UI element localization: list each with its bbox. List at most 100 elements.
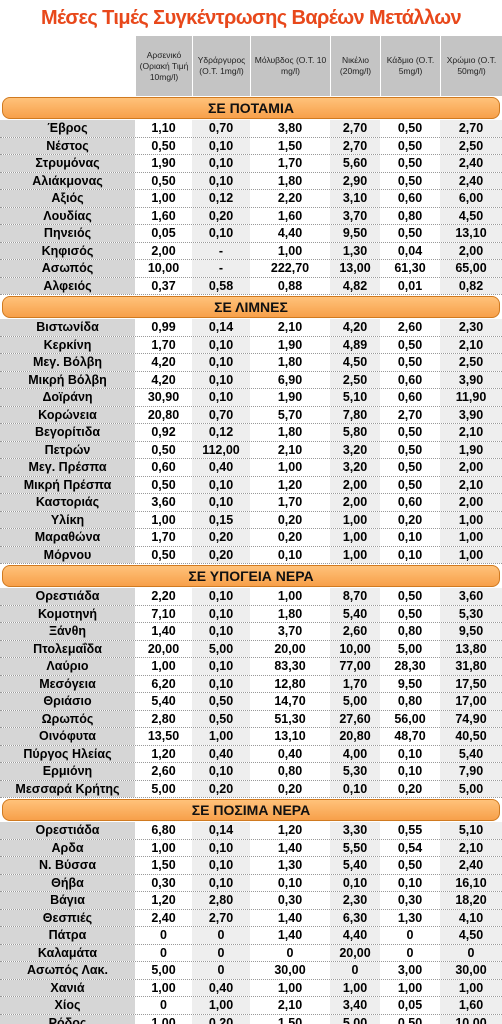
value-cell: 4,50 (330, 354, 380, 371)
location-cell: Πτολεμαΐδα (0, 640, 135, 657)
value-cell: 0,50 (397, 425, 423, 439)
value-cell: 0,05 (397, 998, 423, 1012)
value-cell: 1,00 (440, 979, 502, 996)
table-row: Βιστωνίδα 0,99 0,14 2,10 4,20 2,60 2,30 (0, 319, 502, 337)
value-cell: 0,10 (192, 588, 250, 605)
value-cell: 0 (192, 962, 250, 979)
value-cell: 27,60 (330, 710, 380, 727)
value-cell: 40,50 (440, 728, 502, 745)
value-cell: 0,60 (397, 191, 423, 205)
corner (0, 36, 135, 96)
header-row: Αρσενικό (Οριακή Τιμή 10mg/l) Υδράργυρος … (0, 36, 502, 96)
column-header: Κάδμιο (Ο.Τ. 5mg/l) (380, 36, 440, 96)
value-cell: 6,80 (151, 823, 176, 837)
value-cell: 4,82 (330, 277, 380, 294)
value-cell: 4,20 (330, 319, 380, 336)
value-cell: 2,00 (440, 494, 502, 511)
location-cell: Καστοριάς (0, 494, 135, 511)
value-cell: 3,80 (277, 121, 303, 135)
value-cell: 1,70 (277, 495, 303, 509)
value-cell: 5,50 (330, 839, 380, 856)
value-cell: 13,10 (274, 729, 306, 743)
value-cell: 0,40 (192, 745, 250, 762)
value-cell: 0,30 (277, 893, 303, 907)
value-cell: 20,00 (274, 641, 306, 656)
value-cell: 0,10 (192, 874, 250, 891)
value-cell: 1,80 (277, 606, 303, 621)
value-cell: 0,12 (192, 424, 250, 441)
value-cell: 4,00 (330, 745, 380, 762)
value-cell: 2,50 (330, 371, 380, 388)
value-cell: 1,00 (151, 1015, 176, 1024)
value-cell: 0,20 (277, 781, 303, 796)
section-header: ΣΕ ΛΙΜΝΕΣ (2, 296, 500, 318)
value-cell: 0,50 (397, 355, 423, 369)
location-cell: Ξάνθη (0, 623, 135, 640)
value-cell: 8,70 (330, 588, 380, 605)
value-cell: 0,40 (192, 979, 250, 996)
table-row: Δοϊράνη 30,90 0,10 1,90 5,10 0,60 11,90 (0, 389, 502, 407)
value-cell: 13,10 (440, 225, 502, 242)
value-cell: 2,30 (330, 892, 380, 909)
table-row: Λουδίας 1,60 0,20 1,60 3,70 0,80 4,50 (0, 207, 502, 225)
value-cell: 0,80 (397, 208, 423, 223)
value-cell: 0,10 (397, 875, 423, 890)
value-cell: 10,00 (440, 1014, 502, 1024)
value-cell: 1,00 (277, 980, 303, 995)
value-cell: 0,10 (192, 605, 250, 622)
column-header: Υδράργυρος (Ο.Τ. 1mg/l) (192, 36, 250, 96)
value-cell: 0,50 (397, 156, 423, 170)
location-cell: Στρυμόνας (0, 155, 135, 172)
value-cell: 74,90 (440, 710, 502, 727)
location-cell: Βεγορίτιδα (0, 424, 135, 441)
value-cell: 61,30 (394, 261, 426, 275)
value-cell: 28,30 (394, 659, 426, 673)
table-row: Χανιά 1,00 0,40 1,00 1,00 1,00 1,00 (0, 979, 502, 997)
value-cell: 1,00 (151, 659, 176, 673)
value-cell: 0,10 (397, 547, 423, 562)
value-cell: 5,10 (330, 389, 380, 406)
value-cell: 5,40 (440, 745, 502, 762)
value-cell: 0,14 (192, 822, 250, 839)
location-cell: Πηνειός (0, 225, 135, 242)
location-cell: Ρόδος (0, 1014, 135, 1024)
value-cell: 4,40 (277, 226, 303, 240)
location-cell: Δοϊράνη (0, 389, 135, 406)
value-cell: 0,15 (192, 511, 250, 528)
table-row: Ωρωπός 2,80 0,50 51,30 27,60 56,00 74,90 (0, 710, 502, 728)
value-cell: 0 (192, 944, 250, 961)
value-cell: 1,00 (397, 980, 423, 995)
value-cell: 3,70 (277, 624, 303, 638)
table-row: Μεσόγεια 6,20 0,10 12,80 1,70 9,50 17,50 (0, 675, 502, 693)
value-cell: 1,00 (277, 460, 303, 474)
value-cell: 17,50 (440, 675, 502, 692)
value-cell: 6,90 (277, 372, 303, 387)
location-cell: Ασωπός Λακ. (0, 962, 135, 979)
value-cell: 2,80 (192, 892, 250, 909)
value-cell: 2,40 (440, 155, 502, 172)
value-cell: 2,70 (440, 120, 502, 137)
value-cell: 5,00 (151, 781, 176, 796)
value-cell: 0,30 (397, 893, 423, 907)
value-cell: 5,00 (330, 1014, 380, 1024)
value-cell: 4,50 (440, 207, 502, 224)
value-cell: 0,20 (277, 530, 303, 544)
table-row: Μικρή Πρέσπα 0,50 0,10 1,20 2,00 0,50 2,10 (0, 476, 502, 494)
value-cell: 1,70 (330, 675, 380, 692)
value-cell: 2,10 (440, 336, 502, 353)
location-cell: Μεγ. Βόλβη (0, 354, 135, 371)
value-cell: 1,00 (330, 979, 380, 996)
location-cell: Κερκίνη (0, 336, 135, 353)
value-cell: 1,50 (151, 858, 176, 872)
value-cell: 0,50 (397, 442, 423, 457)
location-cell: Μικρή Πρέσπα (0, 476, 135, 493)
value-cell: 5,80 (330, 424, 380, 441)
section-header: ΣΕ ΥΠΟΓΕΙΑ ΝΕΡΑ (2, 565, 500, 587)
value-cell: 0,40 (192, 459, 250, 476)
location-cell: Λαύριο (0, 658, 135, 675)
value-cell: 0,99 (151, 320, 176, 334)
value-cell: 3,20 (330, 441, 380, 458)
value-cell: 0,20 (397, 781, 423, 796)
table-row: Μαραθώνα 1,70 0,20 0,20 1,00 0,10 1,00 (0, 529, 502, 547)
location-cell: Λουδίας (0, 207, 135, 224)
